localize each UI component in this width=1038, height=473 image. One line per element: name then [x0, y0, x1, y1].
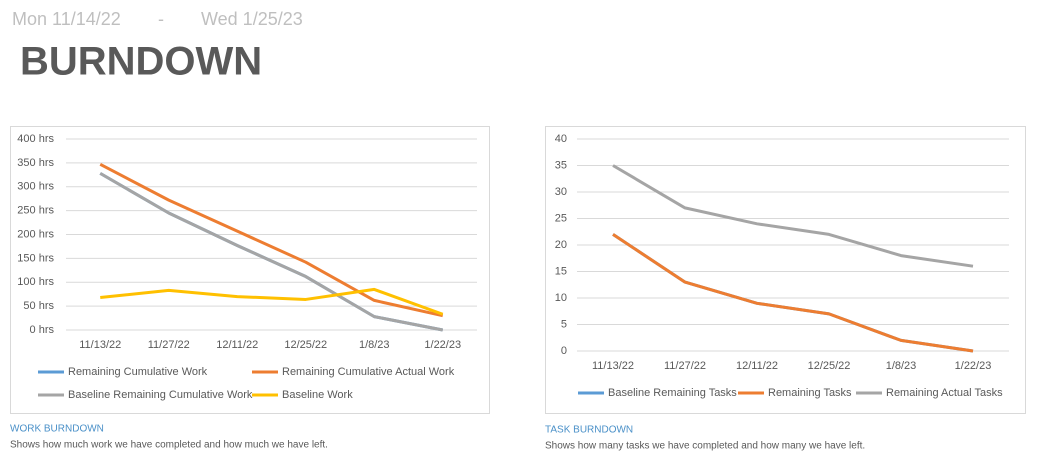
y-tick-label: 15 [555, 265, 567, 277]
y-tick-label: 250 hrs [17, 205, 54, 217]
y-tick-label: 20 [555, 239, 567, 251]
x-tick-label: 1/8/23 [359, 339, 390, 351]
series-line [612, 233, 974, 353]
x-tick-label: 1/22/23 [955, 360, 992, 372]
series-line [99, 162, 444, 318]
legend-label: Remaining Cumulative Actual Work [282, 366, 455, 378]
y-tick-label: 350 hrs [17, 157, 54, 169]
legend-label: Remaining Actual Tasks [886, 387, 1003, 399]
y-tick-label: 30 [555, 186, 567, 198]
legend-label: Baseline Work [282, 389, 353, 401]
y-tick-label: 200 hrs [17, 228, 54, 240]
page-title: BURNDOWN [20, 40, 262, 84]
x-tick-label: 12/25/22 [808, 360, 851, 372]
y-tick-label: 35 [555, 159, 567, 171]
chart-subtitle: Shows how much work we have completed an… [10, 440, 328, 451]
x-tick-label: 12/11/22 [736, 360, 778, 372]
chart-frame [10, 126, 490, 414]
x-tick-label: 11/27/22 [148, 339, 190, 351]
series-line [612, 164, 974, 268]
x-tick-label: 12/25/22 [284, 339, 327, 351]
y-tick-label: 40 [555, 133, 567, 145]
y-tick-label: 0 hrs [30, 324, 55, 336]
x-tick-label: 1/8/23 [886, 360, 917, 372]
y-tick-label: 300 hrs [17, 181, 54, 193]
chart-subtitle: Shows how many tasks we have completed a… [545, 441, 865, 452]
y-tick-label: 0 [561, 345, 567, 357]
y-tick-label: 100 hrs [17, 276, 54, 288]
start-date: Mon 11/14/22 [12, 9, 121, 29]
x-tick-label: 11/13/22 [79, 339, 121, 351]
x-tick-label: 12/11/22 [216, 339, 258, 351]
x-tick-label: 1/22/23 [424, 339, 461, 351]
y-tick-label: 50 hrs [23, 300, 54, 312]
end-date: Wed 1/25/23 [201, 9, 303, 29]
legend-label: Baseline Remaining Cumulative Work [68, 389, 253, 401]
legend-label: Baseline Remaining Tasks [608, 387, 737, 399]
y-tick-label: 150 hrs [17, 252, 54, 264]
series-line [612, 233, 974, 353]
y-tick-label: 10 [555, 292, 567, 304]
legend-label: Remaining Tasks [768, 387, 852, 399]
y-tick-label: 5 [561, 318, 567, 330]
x-tick-label: 11/27/22 [664, 360, 706, 372]
chart-title: WORK BURNDOWN [10, 424, 104, 435]
chart-title: TASK BURNDOWN [545, 425, 633, 436]
x-tick-label: 11/13/22 [592, 360, 634, 372]
series-line [100, 287, 444, 316]
y-tick-label: 25 [555, 212, 567, 224]
series-line [99, 172, 444, 332]
legend-label: Remaining Cumulative Work [68, 366, 208, 378]
chart-frame [545, 126, 1026, 414]
date-separator: - [158, 9, 164, 29]
y-tick-label: 400 hrs [17, 133, 54, 145]
